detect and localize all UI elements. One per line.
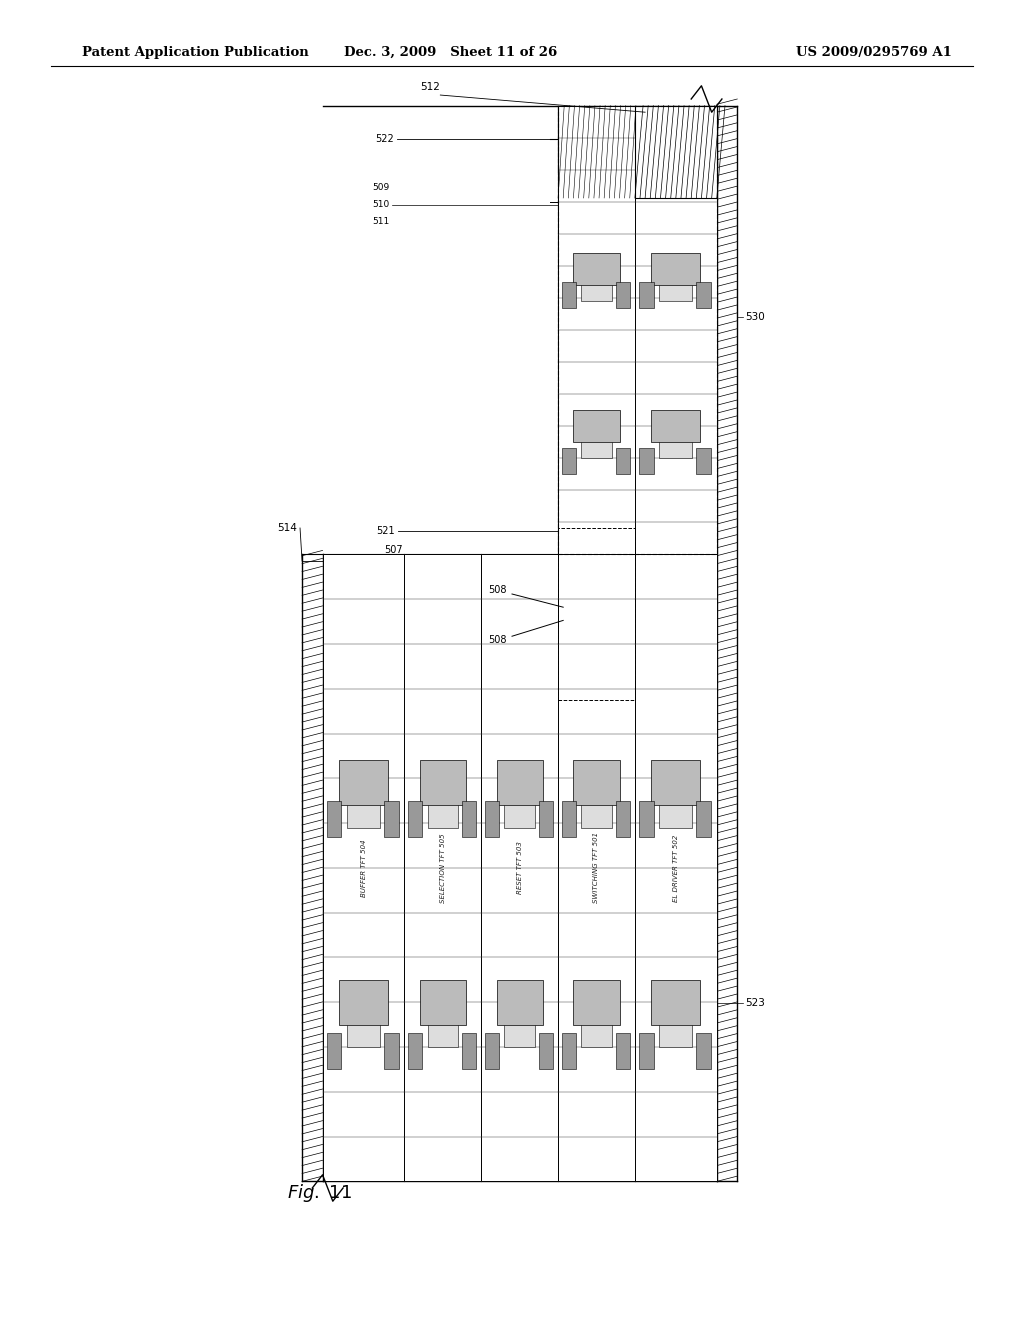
Bar <box>428 1024 458 1047</box>
Text: RESET TFT 503: RESET TFT 503 <box>517 841 522 895</box>
Bar <box>659 1024 692 1047</box>
Bar <box>562 1032 575 1069</box>
Bar <box>420 760 466 805</box>
Bar <box>347 805 380 828</box>
Text: 522: 522 <box>376 133 394 144</box>
Bar <box>539 1032 553 1069</box>
Bar <box>462 1032 476 1069</box>
Bar <box>384 801 398 837</box>
Text: 507: 507 <box>384 545 402 556</box>
Bar <box>562 447 575 474</box>
Text: 523: 523 <box>745 998 765 1008</box>
Bar <box>562 282 575 308</box>
Bar <box>327 1032 341 1069</box>
Bar <box>659 442 692 458</box>
Bar <box>639 1032 653 1069</box>
Bar <box>651 253 700 285</box>
Bar <box>635 106 717 198</box>
Bar <box>696 1032 711 1069</box>
Bar <box>696 801 711 837</box>
Bar <box>409 1032 422 1069</box>
Text: SELECTION TFT 505: SELECTION TFT 505 <box>440 833 445 903</box>
Text: 510: 510 <box>372 201 389 209</box>
Bar <box>485 801 499 837</box>
Bar <box>384 1032 398 1069</box>
Text: 521: 521 <box>377 525 395 536</box>
Bar <box>582 285 612 301</box>
Bar <box>481 554 558 1181</box>
Bar <box>582 805 612 828</box>
Text: 508: 508 <box>488 635 507 645</box>
Bar <box>573 253 620 285</box>
Bar <box>696 282 711 308</box>
Bar <box>639 801 653 837</box>
Bar <box>497 760 543 805</box>
Bar <box>582 442 612 458</box>
Bar <box>497 979 543 1024</box>
Bar <box>339 979 388 1024</box>
Bar <box>659 805 692 828</box>
Bar <box>615 447 630 474</box>
Bar <box>639 447 653 474</box>
Text: US 2009/0295769 A1: US 2009/0295769 A1 <box>797 46 952 59</box>
Bar <box>409 801 422 837</box>
Bar <box>573 411 620 442</box>
Bar <box>615 282 630 308</box>
Bar <box>404 554 481 1181</box>
Text: 530: 530 <box>745 312 765 322</box>
Bar <box>651 411 700 442</box>
Bar <box>582 1024 612 1047</box>
Bar <box>327 801 341 837</box>
Text: 509: 509 <box>372 183 389 191</box>
Text: 514: 514 <box>278 523 297 533</box>
Bar <box>485 1032 499 1069</box>
Text: 512: 512 <box>420 82 440 92</box>
Text: BUFFER TFT 504: BUFFER TFT 504 <box>360 840 367 896</box>
Bar <box>558 106 635 554</box>
Bar <box>615 801 630 837</box>
Bar <box>428 805 458 828</box>
Text: SWITCHING TFT 501: SWITCHING TFT 501 <box>594 833 599 903</box>
Bar <box>659 285 692 301</box>
Bar <box>339 760 388 805</box>
Bar <box>347 1024 380 1047</box>
Bar <box>323 554 404 1181</box>
Bar <box>651 760 700 805</box>
Bar <box>573 979 620 1024</box>
Text: Dec. 3, 2009   Sheet 11 of 26: Dec. 3, 2009 Sheet 11 of 26 <box>344 46 557 59</box>
Bar <box>635 554 717 1181</box>
Text: EL DRIVER TFT 502: EL DRIVER TFT 502 <box>673 834 679 902</box>
Bar <box>639 282 653 308</box>
Bar <box>504 1024 535 1047</box>
Bar <box>615 1032 630 1069</box>
Bar <box>573 760 620 805</box>
Bar <box>539 801 553 837</box>
Text: 511: 511 <box>372 218 389 226</box>
Bar <box>562 801 575 837</box>
Bar <box>420 979 466 1024</box>
Text: 508: 508 <box>488 585 507 595</box>
Bar <box>635 106 717 554</box>
Bar <box>651 979 700 1024</box>
Text: Patent Application Publication: Patent Application Publication <box>82 46 308 59</box>
Bar <box>696 447 711 474</box>
Text: $\it{Fig.\ 11}$: $\it{Fig.\ 11}$ <box>287 1181 352 1204</box>
Bar <box>558 554 635 1181</box>
Bar <box>504 805 535 828</box>
Bar <box>462 801 476 837</box>
